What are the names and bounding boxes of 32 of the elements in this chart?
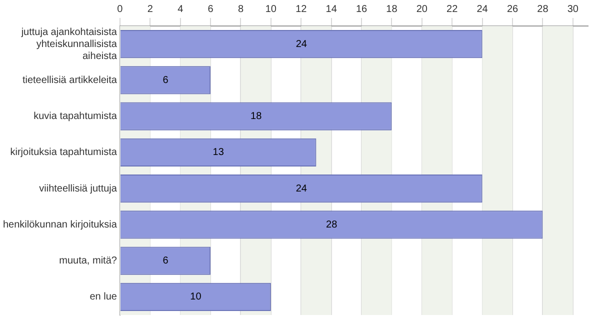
x-tick-label: 22 xyxy=(446,4,458,15)
x-tick-label: 30 xyxy=(567,4,579,15)
x-tick-label: 4 xyxy=(178,4,184,15)
y-tick-label: kirjoituksia tapahtumista xyxy=(10,147,118,158)
x-tick-label: 10 xyxy=(265,4,277,15)
x-tick-label: 18 xyxy=(386,4,398,15)
y-tick-label: muuta, mitä? xyxy=(59,256,118,267)
x-tick-label: 20 xyxy=(416,4,428,15)
x-tick-label: 6 xyxy=(208,4,214,15)
data-label: 28 xyxy=(326,219,338,230)
x-tick-label: 16 xyxy=(356,4,368,15)
data-label: 6 xyxy=(162,256,169,267)
y-tick-label: henkilökunnan kirjoituksia xyxy=(2,219,118,230)
y-tick-label: tieteellisiä artikkeleita xyxy=(22,74,118,86)
x-tick-label: 28 xyxy=(537,4,549,15)
data-label: 24 xyxy=(296,38,308,50)
x-tick-label: 24 xyxy=(476,4,488,15)
x-tick-label: 0 xyxy=(117,4,124,15)
data-label: 13 xyxy=(212,147,224,158)
y-tick-label: juttuja ajankohtaisista yhteiskunnallisista aiheista xyxy=(20,26,118,62)
x-tick-label: 2 xyxy=(147,4,154,15)
y-tick-label: viihteellisiä juttuja xyxy=(39,183,118,194)
y-tick-label: en lue xyxy=(90,292,118,303)
x-tick-label: 8 xyxy=(238,4,244,15)
data-label: 6 xyxy=(162,74,169,86)
data-label: 18 xyxy=(250,111,262,122)
data-label: 10 xyxy=(190,292,202,303)
x-tick-label: 12 xyxy=(296,4,308,15)
x-tick-label: 26 xyxy=(506,4,519,15)
y-tick-label: kuvia tapahtumista xyxy=(34,111,118,122)
x-tick-label: 14 xyxy=(326,4,338,15)
data-label: 24 xyxy=(296,183,308,194)
